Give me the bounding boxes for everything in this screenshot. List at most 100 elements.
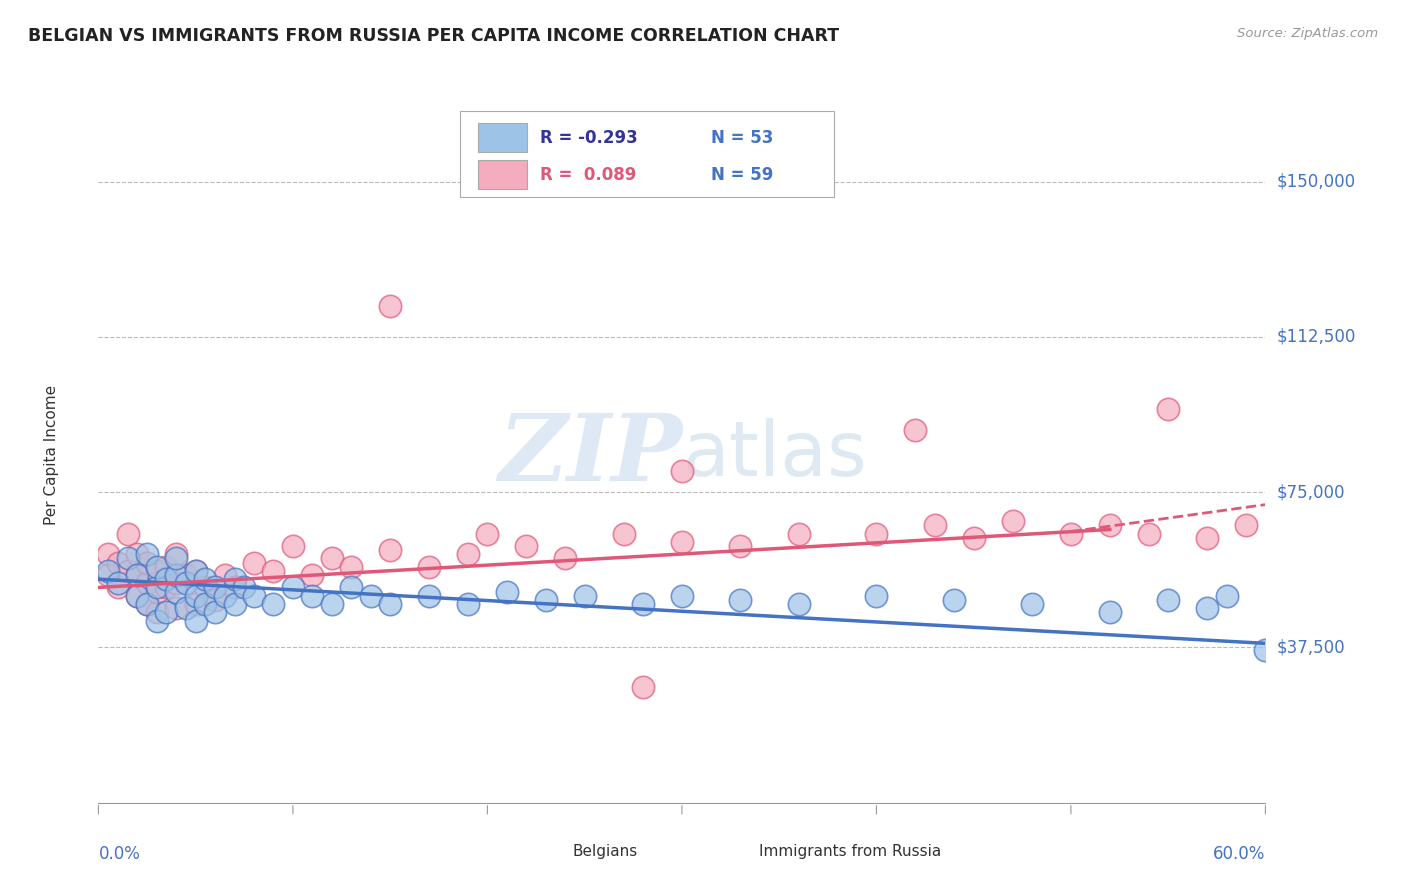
Point — [1157, 592, 1180, 607]
Point — [378, 299, 402, 313]
Point — [214, 589, 236, 603]
Point — [243, 556, 266, 570]
Point — [165, 551, 187, 566]
Point — [418, 589, 440, 603]
Point — [146, 581, 169, 595]
Point — [136, 597, 159, 611]
Point — [127, 589, 149, 603]
Point — [146, 605, 169, 619]
Point — [671, 465, 693, 479]
Point — [136, 597, 159, 611]
Point — [1215, 589, 1237, 603]
Point — [574, 589, 596, 603]
Point — [1060, 526, 1083, 541]
Point — [360, 589, 382, 603]
Point — [165, 601, 187, 615]
Text: $112,500: $112,500 — [1277, 328, 1355, 346]
Point — [97, 547, 120, 561]
Point — [281, 581, 304, 595]
FancyBboxPatch shape — [460, 111, 834, 197]
Point — [1137, 526, 1160, 541]
Point — [174, 601, 197, 615]
Point — [1195, 531, 1218, 545]
Point — [127, 568, 149, 582]
Text: BELGIAN VS IMMIGRANTS FROM RUSSIA PER CAPITA INCOME CORRELATION CHART: BELGIAN VS IMMIGRANTS FROM RUSSIA PER CA… — [28, 27, 839, 45]
Point — [1294, 514, 1316, 528]
Text: Belgians: Belgians — [572, 844, 637, 859]
Point — [321, 597, 343, 611]
Point — [321, 551, 343, 566]
Point — [136, 547, 159, 561]
Text: Source: ZipAtlas.com: Source: ZipAtlas.com — [1237, 27, 1378, 40]
Point — [127, 547, 149, 561]
Point — [204, 592, 226, 607]
Point — [301, 589, 323, 603]
Point — [1254, 642, 1277, 657]
Point — [340, 581, 363, 595]
Point — [612, 526, 634, 541]
Point — [184, 597, 207, 611]
Point — [117, 551, 139, 566]
Point — [301, 568, 323, 582]
Point — [378, 597, 402, 611]
Point — [155, 559, 177, 574]
Point — [730, 539, 752, 553]
Point — [224, 572, 246, 586]
Point — [204, 605, 226, 619]
Bar — [478, 160, 527, 189]
Point — [1351, 506, 1374, 520]
Point — [136, 576, 159, 591]
Point — [224, 581, 246, 595]
Point — [962, 531, 984, 545]
Text: $75,000: $75,000 — [1277, 483, 1346, 501]
Text: Immigrants from Russia: Immigrants from Russia — [759, 844, 941, 859]
Text: 60.0%: 60.0% — [1213, 845, 1265, 863]
Point — [146, 559, 169, 574]
Point — [534, 592, 557, 607]
Point — [631, 597, 654, 611]
Point — [136, 556, 159, 570]
Point — [904, 423, 927, 437]
Point — [165, 568, 187, 582]
Point — [1098, 605, 1121, 619]
Point — [127, 568, 149, 582]
Point — [233, 581, 256, 595]
Point — [204, 581, 226, 595]
Point — [340, 559, 363, 574]
Point — [146, 584, 169, 599]
Point — [1001, 514, 1024, 528]
Point — [730, 592, 752, 607]
Point — [165, 547, 187, 561]
Point — [214, 568, 236, 582]
Point — [924, 518, 946, 533]
Point — [174, 576, 197, 591]
Point — [1195, 601, 1218, 615]
Point — [457, 597, 479, 611]
Point — [418, 559, 440, 574]
Text: R = -0.293: R = -0.293 — [540, 128, 637, 146]
Point — [174, 568, 197, 582]
Point — [117, 564, 139, 578]
Point — [671, 535, 693, 549]
Point — [165, 576, 187, 591]
Bar — [478, 123, 527, 153]
Point — [194, 572, 217, 586]
Point — [184, 589, 207, 603]
Point — [631, 680, 654, 694]
Point — [865, 589, 887, 603]
Text: $150,000: $150,000 — [1277, 172, 1355, 191]
Point — [1157, 402, 1180, 417]
Point — [97, 564, 120, 578]
Point — [243, 589, 266, 603]
Point — [146, 614, 169, 628]
Point — [554, 551, 576, 566]
Point — [155, 605, 177, 619]
Point — [107, 581, 129, 595]
Point — [477, 526, 499, 541]
Text: N = 53: N = 53 — [711, 128, 773, 146]
Point — [1021, 597, 1043, 611]
Point — [155, 572, 177, 586]
Point — [671, 589, 693, 603]
Point — [184, 564, 207, 578]
Point — [943, 592, 966, 607]
